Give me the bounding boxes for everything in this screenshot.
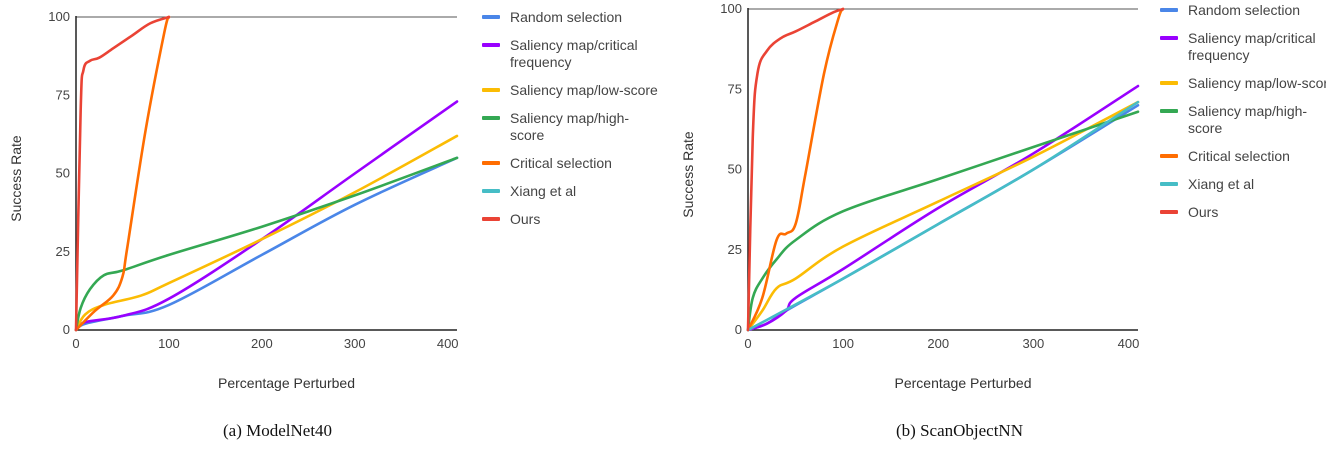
legend-swatch [482,189,500,193]
legend-item-saliency-map-critical-frequency: Saliency map/critical frequency [482,37,660,71]
legend-label: Saliency map/high-score [1188,103,1308,136]
legend-item-random-selection: Random selection [482,9,660,26]
x-tick-label: 400 [1118,336,1140,351]
x-tick-label: 100 [832,336,854,351]
legend-label: Saliency map/critical frequency [1188,30,1316,63]
legend-item-ours: Ours [482,211,660,228]
x-tick-label: 100 [158,336,180,351]
y-tick-label: 0 [735,322,742,337]
y-axis-title: Success Rate [8,135,24,222]
figure-caption-b: (b) ScanObjectNN [896,421,1023,440]
legend-item-xiang-et-al: Xiang et al [1160,176,1326,193]
chart-panel-scanobjectnn: 0 100 200 300 400 0 25 50 75 100 Percentage Pertur… [672,0,1326,455]
legend-label: Saliency map/critical frequency [510,37,638,70]
legend-label: Ours [1188,204,1219,220]
x-axis-title: Percentage Perturbed [218,375,355,391]
series-line-saliency-map-low-score [746,100,1140,332]
y-tick-label: 50 [56,166,70,181]
x-tick-label: 0 [744,336,751,351]
legend-item-saliency-map-critical-frequency: Saliency map/critical frequency [1160,30,1326,64]
x-tick-label: 300 [1023,336,1045,351]
legend-swatch [1160,8,1178,12]
legend-item-saliency-map-low-score: Saliency map/low-score [482,82,660,99]
legend-swatch [1160,182,1178,186]
y-tick-label: 100 [48,9,70,24]
legend-item-critical-selection: Critical selection [482,155,660,172]
series-line-saliency-map-high-score [74,156,459,332]
x-tick-label: 300 [344,336,366,351]
legend-label: Xiang et al [1188,176,1255,192]
legend-swatch [1160,81,1178,85]
legend-swatch [482,15,500,19]
y-tick-label: 75 [728,81,742,96]
x-axis-title: Percentage Perturbed [895,375,1032,391]
legend-label: Random selection [510,9,623,25]
legend-item-random-selection: Random selection [1160,2,1326,19]
figure-caption-a: (a) ModelNet40 [223,421,333,440]
legend-item-critical-selection: Critical selection [1160,148,1326,165]
series-line-ours [74,15,171,332]
legend-swatch [1160,109,1178,113]
legend-item-ours: Ours [1160,204,1326,221]
legend-item-saliency-map-high-score: Saliency map/high-score [1160,103,1326,137]
legend-swatch [1160,210,1178,214]
legend-label: Xiang et al [510,183,577,199]
legend-modelnet40: Random selection Saliency map/critical fr… [482,9,660,239]
x-tick-label: 400 [437,336,459,351]
series-line-saliency-map-critical-frequency [74,100,459,332]
series-line-ours [746,7,845,332]
legend-item-xiang-et-al: Xiang et al [482,183,660,200]
x-tick-label: 0 [72,336,79,351]
legend-label: Saliency map/high-score [510,110,630,143]
legend-swatch [482,116,500,120]
legend-label: Ours [510,211,541,227]
x-tick-label: 200 [927,336,949,351]
legend-swatch [1160,154,1178,158]
series-line-saliency-map-critical-frequency [746,84,1140,332]
y-tick-label: 50 [728,162,742,177]
legend-swatch [482,88,500,92]
legend-item-saliency-map-high-score: Saliency map/high-score [482,110,660,144]
series-line-random-selection [74,156,459,332]
legend-label: Critical selection [1188,148,1290,164]
legend-swatch [1160,36,1178,40]
legend-label: Critical selection [510,155,612,171]
legend-item-saliency-map-low-score: Saliency map/low-score [1160,75,1326,92]
y-tick-label: 25 [728,242,742,257]
legend-swatch [482,161,500,165]
legend-label: Saliency map/low-score [1188,75,1326,91]
y-axis-title: Success Rate [680,131,696,218]
series-line-saliency-map-low-score [74,134,459,332]
line-chart-modelnet40: 0 100 200 300 400 0 25 50 75 100 Percentage Pertur… [8,9,459,391]
series-line-saliency-map-high-score [746,110,1140,332]
series-line-xiang-et-al [746,100,1140,332]
legend-scanobjectnn: Random selection Saliency map/critical fr… [1160,2,1326,232]
y-tick-label: 100 [720,1,742,16]
y-tick-label: 0 [63,322,70,337]
line-chart-scanobjectnn: 0 100 200 300 400 0 25 50 75 100 Percentage Pertur… [680,1,1140,391]
chart-panel-modelnet40: 0 100 200 300 400 0 25 50 75 100 Percentage Pertur… [8,9,660,440]
series-line-critical-selection [746,7,845,332]
y-tick-label: 75 [56,87,70,102]
legend-swatch [482,217,500,221]
x-tick-label: 200 [251,336,273,351]
legend-label: Saliency map/low-score [510,82,658,98]
series-line-critical-selection [74,15,171,332]
legend-swatch [482,43,500,47]
legend-label: Random selection [1188,2,1301,18]
y-tick-label: 25 [56,244,70,259]
